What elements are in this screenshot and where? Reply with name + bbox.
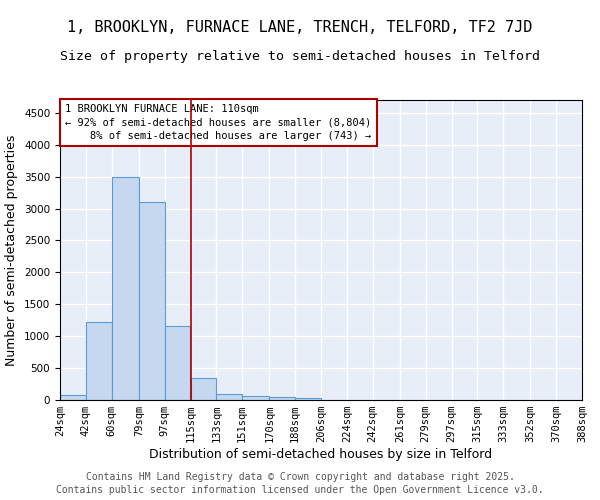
Bar [112,176,139,400]
Y-axis label: Number of semi-detached properties: Number of semi-detached properties [5,134,19,366]
Text: 1, BROOKLYN, FURNACE LANE, TRENCH, TELFORD, TF2 7JD: 1, BROOKLYN, FURNACE LANE, TRENCH, TELFO… [67,20,533,35]
Bar [60,395,86,400]
Text: 1 BROOKLYN FURNACE LANE: 110sqm
← 92% of semi-detached houses are smaller (8,804: 1 BROOKLYN FURNACE LANE: 110sqm ← 92% of… [65,104,371,141]
X-axis label: Distribution of semi-detached houses by size in Telford: Distribution of semi-detached houses by … [149,448,493,461]
Bar [191,378,217,400]
Bar [139,202,164,400]
Bar [242,396,269,400]
Bar [86,322,112,400]
Text: Contains HM Land Registry data © Crown copyright and database right 2025.
Contai: Contains HM Land Registry data © Crown c… [56,472,544,495]
Text: Size of property relative to semi-detached houses in Telford: Size of property relative to semi-detach… [60,50,540,63]
Bar [269,398,295,400]
Bar [164,326,190,400]
Bar [295,398,321,400]
Bar [217,394,242,400]
